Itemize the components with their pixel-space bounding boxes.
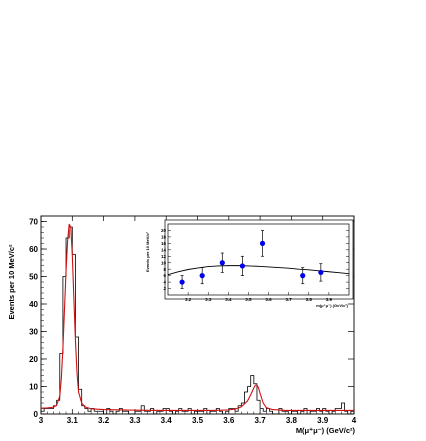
main-y-tick-label: 10 xyxy=(29,383,38,392)
main-x-axis-title: M(μ⁺μ⁻) (GeV/c²) xyxy=(296,426,356,435)
inset-y-tick-label: 4 xyxy=(163,280,166,285)
inset-data-point xyxy=(259,240,266,246)
main-y-axis-title: Events per 10 MeV/c² xyxy=(7,244,16,320)
inset-data-point xyxy=(219,260,225,266)
main-y-tick-label: 60 xyxy=(29,245,38,254)
main-fit-curve-series xyxy=(40,223,354,411)
inset-y-tick-label: 12 xyxy=(161,254,167,259)
inset-y-tick-label: 14 xyxy=(161,247,167,252)
inset-y-tick-label: 16 xyxy=(161,241,167,246)
inset-axis-ticks xyxy=(168,230,349,295)
inset-plot-frame xyxy=(167,223,350,296)
inset-data-marks xyxy=(167,230,350,289)
main-y-tick-label: 30 xyxy=(29,328,38,337)
inset-data-point xyxy=(179,279,185,285)
main-x-tick-label: 3.2 xyxy=(98,416,110,425)
main-x-tick-label: 3 xyxy=(39,416,44,425)
inset-data-point xyxy=(318,269,324,276)
main-y-tick-label: 20 xyxy=(29,355,38,364)
main-x-tick-label: 3.7 xyxy=(255,416,267,425)
main-x-tick-label: 3.8 xyxy=(286,416,298,425)
main-x-tick-label: 3.4 xyxy=(161,416,173,425)
inset-y-tick-label: 8 xyxy=(163,267,166,272)
main-x-tick-label: 4 xyxy=(352,416,357,425)
inset-y-tick-label: 6 xyxy=(163,273,166,278)
main-chart: 3 3.1 3.2 3.3 3.4 3.5 3.6 3.7 3.8 3.9 4 0 10 20 30 40 5… xyxy=(7,215,357,435)
main-y-tick-label: 40 xyxy=(29,300,38,309)
inset-x-tick-label: 3.2 xyxy=(185,297,192,302)
inset-data-point xyxy=(239,263,246,269)
inset-data-point xyxy=(199,273,205,279)
inset-y-tick-label: 20 xyxy=(161,228,167,233)
main-x-tick-labels: 3 3.1 3.2 3.3 3.4 3.5 3.6 3.7 3.8 3.9 4 xyxy=(39,416,357,425)
inset-background xyxy=(164,219,354,300)
main-y-tick-label: 70 xyxy=(29,218,38,227)
inset-y-axis-title: Events per 10 MeV/c² xyxy=(145,231,150,272)
main-x-tick-label: 3.1 xyxy=(67,416,79,425)
main-x-tick-label: 3.3 xyxy=(129,416,141,425)
inset-chart: 3.2 3.3 3.4 3.5 3.6 3.7 3.8 3.9 246810121416182… xyxy=(145,219,354,308)
inset-x-tick-label: 3.7 xyxy=(286,297,293,302)
inset-x-tick-label: 3.3 xyxy=(205,297,212,302)
inset-y-tick-label: 18 xyxy=(161,235,167,240)
main-x-tick-label: 3.9 xyxy=(317,416,329,425)
inset-x-tick-label: 3.9 xyxy=(326,297,333,302)
inset-x-axis-title: m(μ⁺μ⁻) (GeV/c²) xyxy=(316,303,348,308)
inset-y-tick-label: 2 xyxy=(163,286,166,291)
main-x-tick-label: 3.6 xyxy=(223,416,235,425)
inset-x-tick-label: 3.6 xyxy=(265,297,272,302)
main-x-tick-label: 3.5 xyxy=(192,416,204,425)
main-y-tick-labels: 0 10 20 30 40 50 60 70 xyxy=(29,218,38,420)
inset-data-point xyxy=(300,273,306,279)
main-y-tick-label: 0 xyxy=(34,410,39,419)
inset-y-tick-label: 10 xyxy=(161,260,167,265)
inset-x-tick-label: 3.8 xyxy=(306,297,313,302)
inset-x-tick-labels: 3.2 3.3 3.4 3.5 3.6 3.7 3.8 3.9 xyxy=(185,297,333,302)
inset-x-tick-label: 3.4 xyxy=(225,297,232,302)
main-y-tick-label: 50 xyxy=(29,273,38,282)
main-data-marks xyxy=(40,223,354,415)
inset-x-tick-label: 3.5 xyxy=(245,297,252,302)
